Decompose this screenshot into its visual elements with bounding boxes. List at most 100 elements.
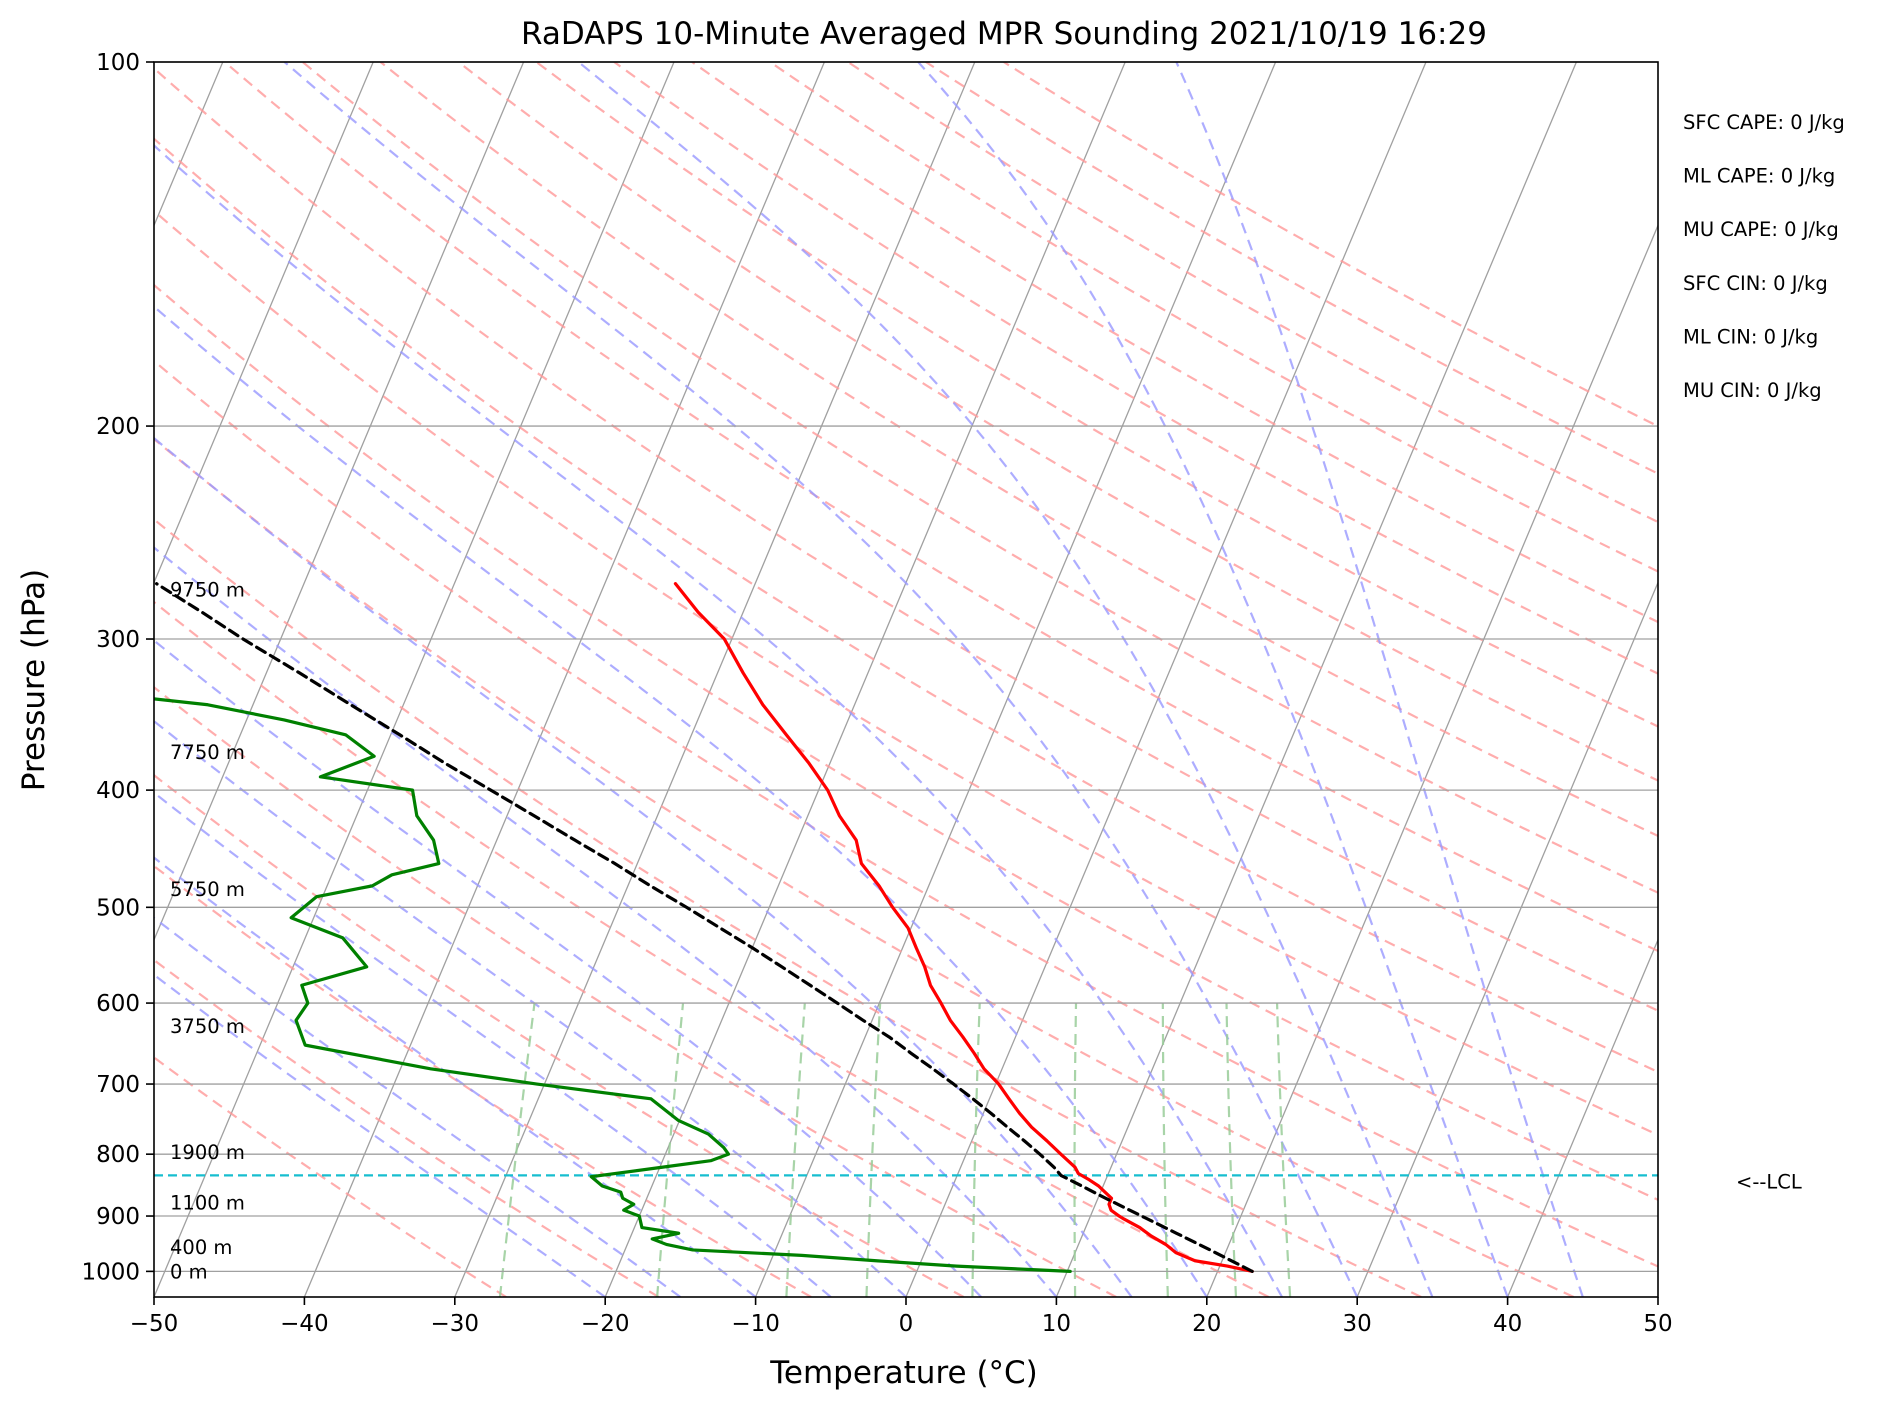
y-tick-label: 500	[96, 895, 140, 921]
moist-adiabat-line	[154, 305, 1208, 1297]
isotherm-line	[1206, 223, 1658, 1297]
moist-adiabat-line	[154, 791, 832, 1297]
index-label: MU CIN: 0 J/kg	[1683, 379, 1822, 402]
mixing-ratio-line	[656, 1002, 685, 1297]
dry-adiabat-line	[154, 283, 1658, 1201]
x-axis-ticks: −50 −40 −30 −20 −10 0 10 20 30 40 50	[130, 1297, 1673, 1337]
index-label: SFC CIN: 0 J/kg	[1683, 272, 1828, 295]
x-tick-label: 20	[1192, 1311, 1221, 1337]
index-label: MU CAPE: 0 J/kg	[1683, 218, 1839, 241]
index-label: ML CAPE: 0 J/kg	[1683, 165, 1835, 188]
dry-adiabat-line	[379, 62, 1658, 838]
x-tick-label: 40	[1493, 1311, 1522, 1337]
temperature-line	[673, 582, 1254, 1273]
dry-adiabat-line	[925, 62, 1658, 475]
stability-indices: SFC CAPE: 0 J/kg ML CAPE: 0 J/kg MU CAPE: …	[1683, 111, 1845, 402]
sounding-traces	[154, 582, 1658, 1273]
dry-adiabat-line	[457, 62, 1658, 782]
height-label: 3750 m	[170, 1015, 245, 1038]
y-tick-label: 700	[96, 1072, 140, 1098]
dry-adiabat-line	[224, 62, 1658, 953]
dry-adiabat-line	[847, 62, 1658, 524]
x-tick-label: 50	[1643, 1311, 1672, 1337]
y-tick-label: 100	[96, 50, 140, 76]
moist-adiabat-line	[154, 973, 606, 1297]
dry-adiabat-line	[154, 517, 1422, 1297]
height-label: 9750 m	[170, 579, 245, 602]
height-label: 7750 m	[170, 741, 245, 764]
mixing-ratio-line	[971, 1003, 981, 1297]
x-tick-label: −50	[130, 1311, 179, 1337]
y-axis-label: Pressure (hPa)	[16, 569, 52, 791]
dry-adiabat-line	[691, 62, 1658, 624]
isotherm-line	[1507, 938, 1658, 1297]
reference-lines	[154, 62, 1658, 1297]
moist-adiabat-line	[154, 436, 1133, 1297]
dry-adiabat-line	[154, 437, 1575, 1297]
moist-adiabat-line	[154, 719, 907, 1297]
y-tick-label: 600	[96, 991, 140, 1017]
mixing-ratio-line	[865, 1003, 882, 1297]
height-label: 0 m	[170, 1260, 208, 1283]
height-label: 400 m	[170, 1236, 232, 1259]
isotherm-line	[1356, 580, 1658, 1297]
dry-adiabat-line	[154, 685, 1117, 1297]
x-tick-label: −40	[280, 1311, 329, 1337]
height-label: 1900 m	[170, 1141, 245, 1164]
dry-adiabat-line	[154, 958, 660, 1297]
dry-adiabat-line	[301, 62, 1658, 894]
isotherm-line	[154, 62, 525, 942]
isotherm-line	[154, 62, 675, 1297]
y-axis-ticks: 100 200 300 400 500 600 700 800 900 1000	[81, 50, 154, 1285]
x-tick-label: 30	[1343, 1311, 1372, 1337]
mixing-ratio-line	[1161, 1003, 1169, 1297]
y-tick-label: 800	[96, 1142, 140, 1168]
index-label: SFC CAPE: 0 J/kg	[1683, 111, 1845, 134]
mixing-ratio-line	[785, 1002, 806, 1297]
y-tick-label: 300	[96, 627, 140, 653]
moist-adiabat-line	[154, 916, 682, 1297]
dry-adiabat-line	[154, 1056, 507, 1297]
y-tick-label: 1000	[81, 1259, 140, 1285]
x-tick-label: 0	[899, 1311, 914, 1337]
x-tick-label: 10	[1042, 1311, 1071, 1337]
isotherm-line	[154, 62, 374, 585]
moist-adiabat-line	[154, 639, 982, 1297]
height-label: 1100 m	[170, 1191, 245, 1214]
mixing-ratio-line	[1225, 1003, 1238, 1297]
mixing-ratio-line	[498, 1002, 536, 1297]
x-tick-label: −10	[731, 1311, 780, 1337]
index-label: ML CIN: 0 J/kg	[1683, 325, 1818, 348]
height-label: 5750 m	[170, 878, 245, 901]
mixing-ratio-line	[1275, 1003, 1292, 1297]
y-tick-label: 400	[96, 778, 140, 804]
isotherm-line	[454, 62, 976, 1297]
dry-adiabat-line	[154, 359, 1658, 1268]
dry-adiabat-line	[613, 62, 1658, 675]
chart-title: RaDAPS 10-Minute Averaged MPR Sounding 2…	[521, 16, 1487, 52]
moist-adiabat-line	[154, 144, 1283, 1297]
parcel-line	[154, 582, 1254, 1273]
moist-adiabat-line	[1175, 62, 1584, 1297]
isotherm-line	[905, 62, 1427, 1297]
isotherm-line	[604, 62, 1126, 1297]
x-tick-label: −20	[581, 1311, 630, 1337]
moist-adiabat-line	[917, 62, 1509, 1297]
moist-adiabat-line	[283, 62, 1359, 1297]
dewpoint-line	[154, 697, 1072, 1273]
dry-adiabat-line	[154, 66, 1658, 1012]
dry-adiabat-line	[535, 62, 1658, 728]
moist-adiabat-line	[154, 546, 1058, 1297]
dry-adiabat-line	[154, 137, 1658, 1074]
isotherm-line	[1055, 62, 1577, 1297]
lcl-label: <--LCL	[1736, 1170, 1802, 1193]
dry-adiabat-line	[154, 600, 1270, 1297]
isotherm-line	[303, 62, 825, 1297]
x-axis-label: Temperature (°C)	[769, 1355, 1038, 1391]
mixing-ratio-line	[1073, 1003, 1078, 1297]
moist-adiabat-line	[577, 62, 1434, 1297]
y-tick-label: 900	[96, 1204, 140, 1230]
